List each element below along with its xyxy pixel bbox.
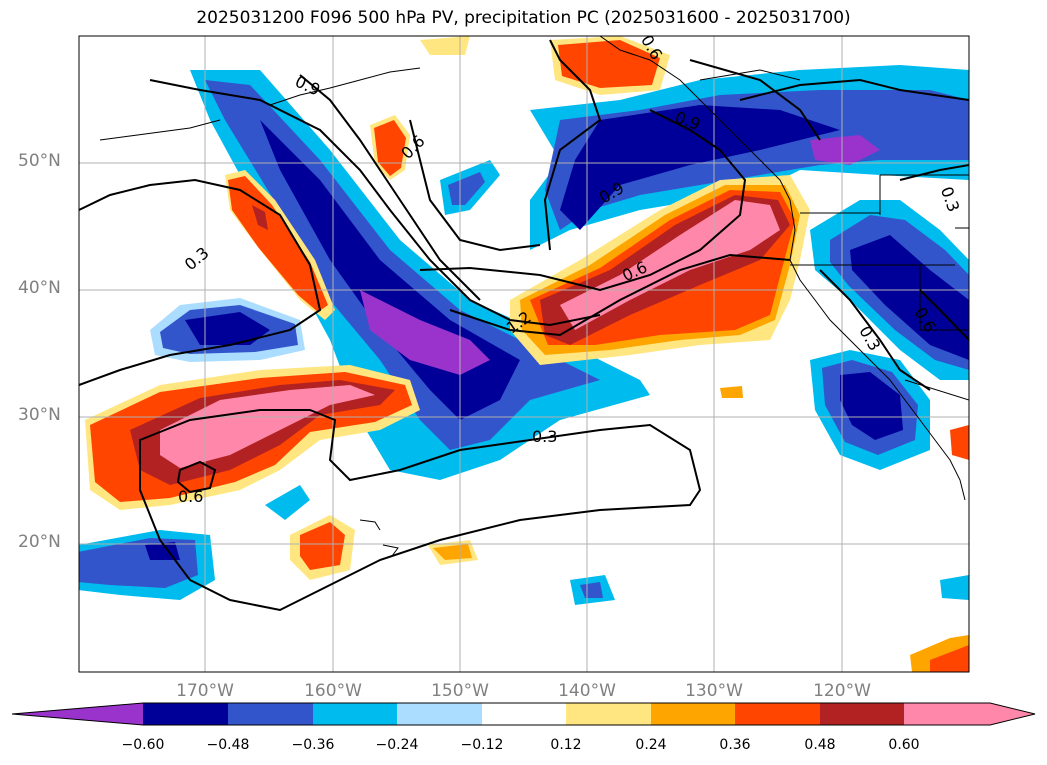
colorbar-tick-label: −0.12 xyxy=(460,737,504,753)
west-positive-region xyxy=(85,365,420,510)
colorbar-segment xyxy=(735,703,820,725)
map-frame xyxy=(78,35,970,673)
colorbar-extend-min xyxy=(12,703,143,725)
small-anomaly-blobs xyxy=(79,36,969,672)
colorbar-segment xyxy=(228,703,313,725)
northeast-negative-region xyxy=(530,65,969,250)
longitude-label: 140°W xyxy=(558,681,616,701)
colorbar-segment xyxy=(313,703,397,725)
latitude-label: 40°N xyxy=(18,278,61,298)
map-title: 2025031200 F096 500 hPa PV, precipitatio… xyxy=(196,8,851,28)
colorbar-segment xyxy=(482,703,566,725)
colorbar-tick-label: 0.60 xyxy=(888,737,920,753)
northwest-positive-region xyxy=(225,170,335,320)
negative-anomaly-band xyxy=(190,70,650,480)
colorbar xyxy=(11,702,1036,726)
colorbar-segment xyxy=(566,703,651,725)
map-plot-area: 0.3 0.6 0.9 1.2 0.6 0.9 0.3 0.6 0.6 0.3 … xyxy=(79,36,969,672)
latitude-label: 50°N xyxy=(18,151,61,171)
colorbar-tick-label: −0.48 xyxy=(206,737,250,753)
colorbar-segment xyxy=(397,703,482,725)
colorbar-segment xyxy=(651,703,735,725)
colorbar-segment xyxy=(143,703,228,725)
longitude-label: 170°W xyxy=(176,681,234,701)
longitude-label: 120°W xyxy=(813,681,871,701)
longitude-label: 150°W xyxy=(431,681,489,701)
longitude-label: 160°W xyxy=(304,681,362,701)
colorbar-tick-label: −0.60 xyxy=(121,737,165,753)
contour-label: 0.3 xyxy=(532,427,557,446)
colorbar-extend-max xyxy=(904,703,1035,725)
contour-label: 0.6 xyxy=(178,487,203,506)
colorbar-tick-label: 0.36 xyxy=(719,737,751,753)
graticule xyxy=(79,36,969,672)
longitude-label: 130°W xyxy=(685,681,743,701)
colorbar-tick-label: 0.12 xyxy=(550,737,582,753)
colorbar-tick-label: −0.24 xyxy=(375,737,419,753)
colorbar-tick-label: 0.24 xyxy=(635,737,667,753)
colorbar-segment xyxy=(820,703,904,725)
latitude-label: 20°N xyxy=(18,532,61,552)
colorbar-outline xyxy=(11,702,1036,726)
coastlines xyxy=(99,36,969,557)
colorbar-tick-label: −0.36 xyxy=(291,737,335,753)
pv-contours xyxy=(79,39,969,612)
latitude-label: 30°N xyxy=(18,405,61,425)
colorbar-tick-label: 0.48 xyxy=(804,737,836,753)
